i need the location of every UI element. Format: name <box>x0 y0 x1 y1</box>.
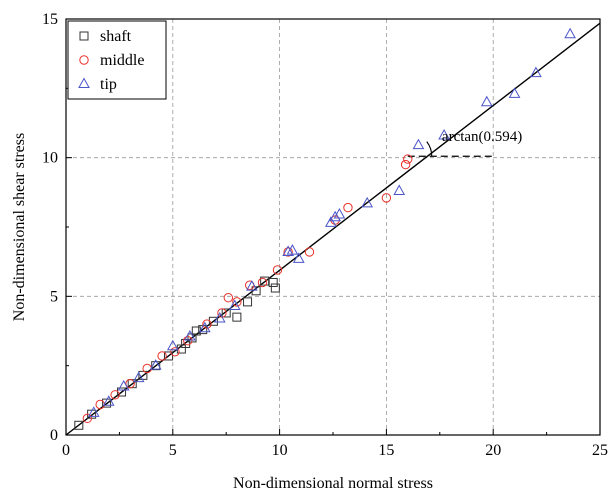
middle-point <box>223 293 234 303</box>
tip-point <box>530 66 542 78</box>
tip-point <box>184 330 196 341</box>
tip-point <box>286 244 299 255</box>
tip-point <box>333 207 346 219</box>
x-tick-label: 15 <box>378 442 394 459</box>
shaft-point <box>268 277 278 287</box>
legend-box <box>67 20 167 100</box>
middle-point <box>82 413 93 424</box>
grid-lines <box>66 19 600 435</box>
tip-point <box>228 299 241 311</box>
tip-point <box>480 95 493 107</box>
shaft-point <box>117 387 127 397</box>
angle-arc <box>426 141 433 157</box>
shaft-point <box>270 283 280 293</box>
tip-point <box>117 379 130 391</box>
legend-tip-marker <box>78 77 90 88</box>
middle-point <box>257 277 268 288</box>
shaft-point <box>164 351 174 361</box>
y-tick-label: 0 <box>50 427 58 444</box>
tip-point <box>282 245 294 256</box>
tip-point <box>564 27 576 39</box>
legend-middle-label: middle <box>100 52 144 69</box>
middle-point <box>283 247 293 257</box>
middle-point <box>304 247 315 257</box>
tip-point <box>438 128 450 140</box>
shaft-point <box>243 297 253 307</box>
tip-point <box>198 321 211 333</box>
middle-point <box>403 154 413 164</box>
y-tick-label: 10 <box>42 150 58 167</box>
tip-point <box>213 311 226 323</box>
tip-point <box>132 371 145 383</box>
x-axis-label: Non-dimensional normal stress <box>233 475 433 492</box>
middle-point <box>110 390 120 400</box>
x-tick-label: 5 <box>169 442 177 459</box>
tip-point <box>292 252 305 263</box>
middle-point <box>170 347 180 357</box>
middle-point <box>272 265 283 275</box>
middle-point <box>183 336 193 346</box>
y-tick-label: 15 <box>42 11 58 28</box>
middle-point <box>95 399 105 410</box>
tip-point <box>149 359 162 370</box>
x-tick-label: 25 <box>592 442 608 459</box>
legend-tip-label: tip <box>100 76 117 93</box>
shaft-point <box>260 276 270 286</box>
tip-point <box>166 339 179 351</box>
tip-point <box>245 280 258 291</box>
fit-line-group <box>65 22 601 436</box>
legend: shaft middle tip <box>67 20 167 100</box>
tip-point <box>393 184 406 195</box>
middle-point <box>400 159 411 170</box>
fit-line <box>65 22 601 436</box>
tip-point <box>508 87 521 98</box>
tip-point <box>361 196 374 208</box>
tick-labels: 0 5 10 15 20 25 0 5 10 15 <box>42 11 608 459</box>
tip-point <box>329 210 341 222</box>
shaft-point <box>208 316 218 326</box>
middle-point <box>157 351 167 361</box>
legend-shaft-marker <box>79 31 89 41</box>
shaft-point <box>232 312 242 322</box>
shaft-point <box>221 308 231 318</box>
legend-middle-marker <box>79 55 89 65</box>
tip-point <box>412 138 425 150</box>
x-tick-label: 10 <box>272 442 288 459</box>
shaft-point <box>251 286 261 296</box>
middle-point <box>125 378 135 389</box>
tip-point <box>325 216 337 227</box>
y-axis-label: Non-dimensional shear stress <box>11 133 28 321</box>
x-tick-label: 20 <box>485 442 501 459</box>
middle-point <box>343 202 353 213</box>
middle-point <box>202 319 212 329</box>
tip-point <box>102 395 115 406</box>
angle-annotation: arctan(0.594) <box>442 129 522 145</box>
x-tick-label: 0 <box>62 442 70 459</box>
shaft-point <box>74 420 84 430</box>
tip-point <box>87 406 100 417</box>
middle-point <box>381 193 392 203</box>
y-tick-label: 5 <box>50 288 58 305</box>
middle-point <box>232 297 242 307</box>
legend-shaft-label: shaft <box>100 28 132 45</box>
data-points <box>74 27 576 430</box>
